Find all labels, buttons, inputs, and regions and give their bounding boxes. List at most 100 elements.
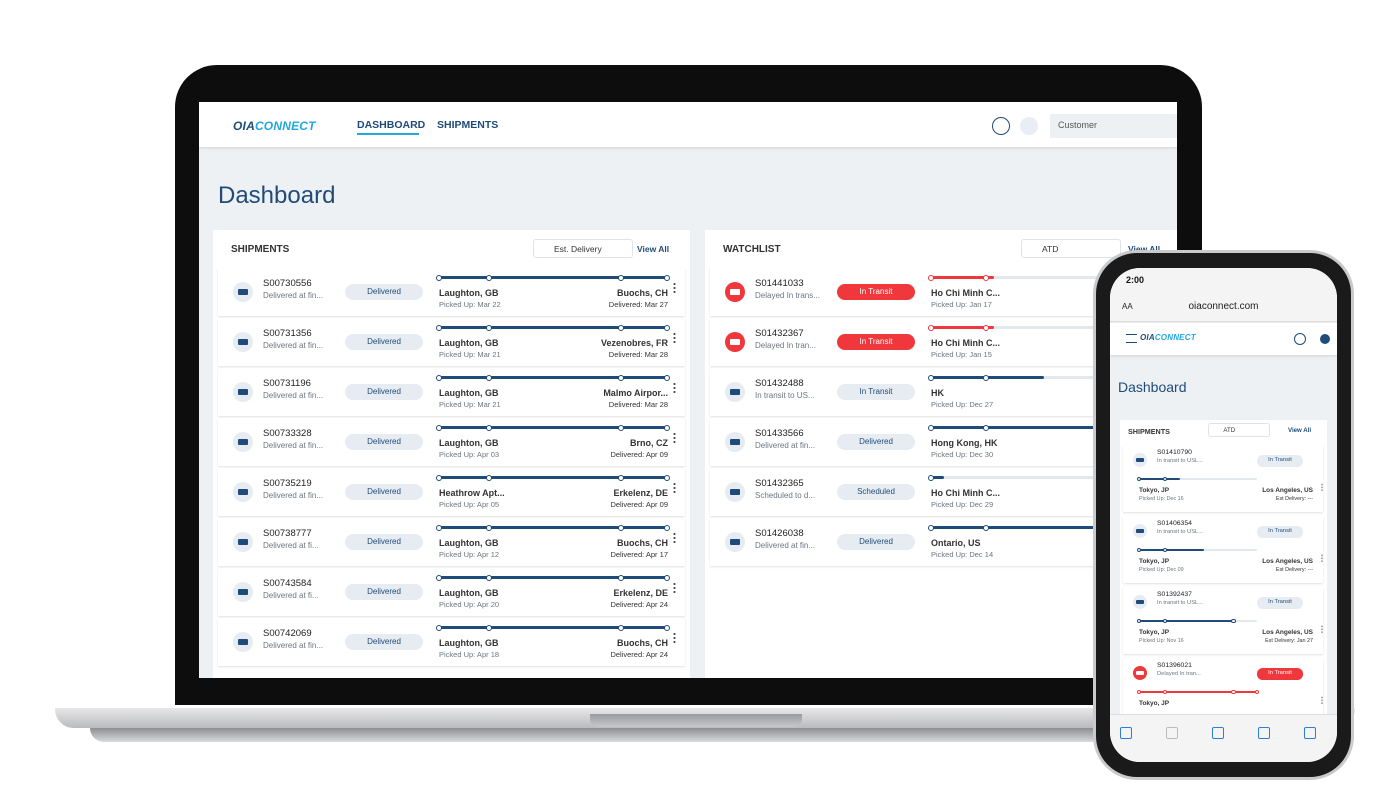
progress-dot xyxy=(664,374,670,381)
progress-fill xyxy=(439,576,667,579)
delivered-date: Delivered: Mar 27 xyxy=(608,300,668,309)
logo[interactable]: OIA CONNECT xyxy=(233,119,316,135)
row-menu[interactable] xyxy=(673,332,676,343)
toolbar-button[interactable] xyxy=(1304,727,1316,739)
transport-glyph xyxy=(730,539,740,545)
delivered-date: Delivered: Apr 24 xyxy=(610,650,668,659)
shipment-status: In transit to USL... xyxy=(1157,600,1204,607)
origin: Laughton, GB xyxy=(439,588,499,598)
progress-dot xyxy=(436,374,442,381)
shipment-row[interactable]: S00738777 Delivered at fi... Delivered Laug… xyxy=(218,518,685,566)
row-menu[interactable] xyxy=(673,532,676,543)
progress-dot xyxy=(486,374,493,381)
progress-dot xyxy=(664,524,670,531)
row-menu[interactable] xyxy=(673,382,676,393)
row-menu[interactable] xyxy=(673,632,676,643)
user-button[interactable] xyxy=(1020,117,1038,135)
picked-up-date: Picked Up: Dec 16 xyxy=(1139,495,1184,502)
progress-dot xyxy=(983,374,989,381)
logo[interactable]: OIA CONNECT xyxy=(1140,333,1196,345)
row-menu[interactable] xyxy=(673,582,676,593)
destination: Erkelenz, DE xyxy=(613,588,668,598)
row-menu[interactable] xyxy=(1321,625,1324,633)
status-badge: In Transit xyxy=(1257,597,1303,609)
transport-icon xyxy=(1132,523,1148,539)
est-delivery-date: Est Delivery: --- xyxy=(1275,495,1313,502)
progress-dot xyxy=(618,274,625,281)
progress-dot xyxy=(928,474,934,481)
destination: Malmo Airpor... xyxy=(603,388,668,398)
sort-dropdown[interactable]: ATD xyxy=(1208,423,1270,438)
view-all-link[interactable]: View All xyxy=(1128,244,1161,254)
shipment-row[interactable]: S01406354 In transit to USL... In Transit T… xyxy=(1123,516,1324,583)
row-menu[interactable] xyxy=(673,282,676,293)
progress-fill xyxy=(439,276,667,279)
sort-dropdown[interactable]: ATD xyxy=(1021,239,1121,258)
origin: Laughton, GB xyxy=(439,338,499,348)
progress-dot xyxy=(1162,618,1168,624)
status-badge: In Transit xyxy=(837,284,915,300)
menu-button[interactable] xyxy=(1126,334,1137,343)
picked-up-date: Picked Up: Dec 14 xyxy=(931,550,994,559)
user-button[interactable] xyxy=(1320,334,1330,344)
shipment-row[interactable]: S00731356 Delivered at fin... Delivered Lau… xyxy=(218,318,685,366)
search-button[interactable] xyxy=(992,117,1010,135)
sort-dropdown[interactable]: Est. Delivery xyxy=(533,239,633,258)
shipment-row[interactable]: S01410790 In transit to USL... In Transit T… xyxy=(1123,445,1324,512)
status-badge: Delivered xyxy=(345,284,423,300)
nav-tab[interactable]: SHIPMENTS xyxy=(437,119,499,131)
toolbar-button[interactable] xyxy=(1166,727,1178,739)
transport-glyph xyxy=(730,289,740,295)
shipment-status: Delivered at fin... xyxy=(263,391,324,400)
toolbar-button[interactable] xyxy=(1120,727,1132,739)
account-dropdown[interactable]: Customer xyxy=(1050,114,1177,138)
origin: Laughton, GB xyxy=(439,638,499,648)
text-size-button[interactable]: AA xyxy=(1122,302,1133,311)
search-button[interactable] xyxy=(1294,333,1306,345)
picked-up-date: Picked Up: Jan 15 xyxy=(931,350,992,359)
url-bar xyxy=(1110,292,1337,322)
progress-dot xyxy=(928,424,934,431)
row-menu[interactable] xyxy=(1321,483,1324,491)
transport-icon xyxy=(725,432,745,452)
toolbar-button[interactable] xyxy=(1258,727,1270,739)
destination: Buochs, CH xyxy=(616,638,668,648)
progress-dot xyxy=(486,574,493,581)
destination: Los Angeles, US xyxy=(1262,629,1313,636)
shipment-row[interactable]: S01392437 In transit to USL... In Transit T… xyxy=(1123,587,1324,654)
status-badge: In Transit xyxy=(1257,668,1303,680)
shipment-row[interactable]: S00742069 Delivered at fin... Delivered Lau… xyxy=(218,618,685,666)
row-menu[interactable] xyxy=(673,482,676,493)
status-badge: Delivered xyxy=(345,634,423,650)
progress-fill xyxy=(439,526,667,529)
logo-part: CONNECT xyxy=(1154,333,1196,342)
page-title: Dashboard xyxy=(1118,379,1187,395)
shipment-row[interactable]: S00743584 Delivered at fi... Delivered Laug… xyxy=(218,568,685,616)
account-label: Customer xyxy=(1058,120,1098,130)
progress-fill xyxy=(1139,620,1234,623)
shipment-row[interactable]: S01396021 Delayed In tran... In Transit Tok… xyxy=(1123,658,1324,725)
row-menu[interactable] xyxy=(1321,554,1324,562)
shipment-row[interactable]: S00733328 Delivered at fin... Delivered Lau… xyxy=(218,418,685,466)
toolbar-button[interactable] xyxy=(1212,727,1224,739)
progress-dot xyxy=(664,474,670,481)
view-all-link[interactable]: View All xyxy=(637,244,670,254)
origin: Tokyo, JP xyxy=(1139,558,1170,565)
url[interactable]: oiaconnect.com xyxy=(1188,301,1259,312)
transport-glyph xyxy=(1136,457,1144,463)
row-menu[interactable] xyxy=(673,432,676,443)
shipment-row[interactable]: S00731196 Delivered at fin... Delivered Lau… xyxy=(218,368,685,416)
nav-tab[interactable]: DASHBOARD xyxy=(357,119,426,131)
view-all-link[interactable]: View All xyxy=(1288,427,1312,434)
transport-glyph xyxy=(730,439,740,445)
progress-track xyxy=(931,326,1177,329)
browser-toolbar xyxy=(1110,714,1337,762)
status-badge: In Transit xyxy=(837,334,915,350)
row-menu[interactable] xyxy=(1321,696,1324,704)
shipment-row[interactable]: S00730556 Delivered at fin... Delivered Lau… xyxy=(218,268,685,316)
shipment-row[interactable]: S00735219 Delivered at fin... Delivered Hea… xyxy=(218,468,685,516)
picked-up-date: Picked Up: Apr 20 xyxy=(439,600,500,609)
transport-glyph xyxy=(238,439,248,445)
progress-dot xyxy=(664,624,670,631)
transport-icon xyxy=(1132,452,1148,468)
